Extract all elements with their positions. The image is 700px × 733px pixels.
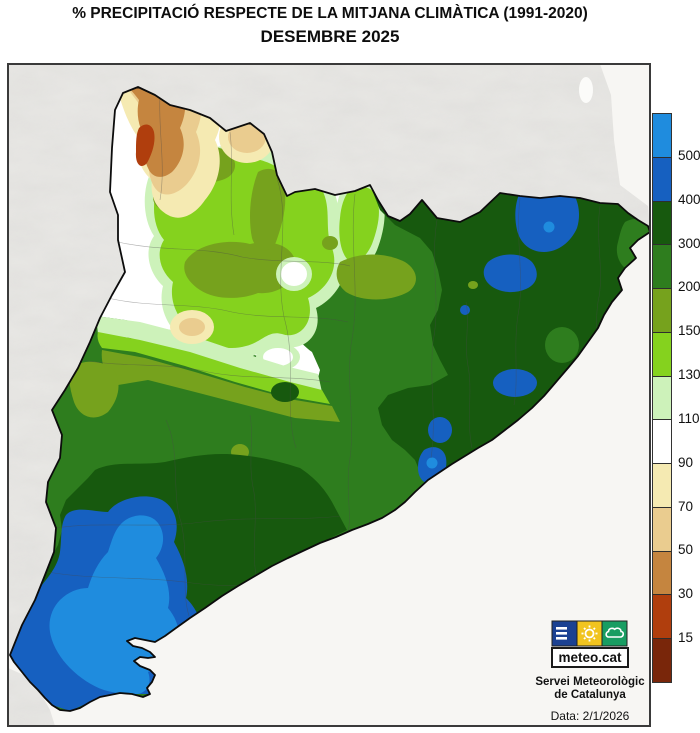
contour-region xyxy=(426,457,438,469)
contour-region xyxy=(543,221,555,233)
legend-cell xyxy=(653,201,671,246)
contour-region xyxy=(271,382,299,402)
legend-cell xyxy=(653,420,671,465)
outer-terrain xyxy=(8,64,650,726)
comarca-borders xyxy=(47,94,601,617)
contour-region xyxy=(336,254,416,300)
credits: Servei Meteorològic de Catalunya Data: 2… xyxy=(503,676,677,723)
contour-region xyxy=(370,185,650,480)
sun-icon xyxy=(576,620,603,647)
legend-cell xyxy=(653,289,671,333)
legend-label: 130 xyxy=(678,367,700,383)
legend-cell xyxy=(653,157,671,202)
contour-region xyxy=(483,254,537,293)
contour-region xyxy=(135,124,155,166)
contour-region xyxy=(101,350,340,422)
legend-label: 110 xyxy=(678,410,700,426)
contour-region xyxy=(460,305,470,315)
contour-region xyxy=(515,186,580,252)
contour-region xyxy=(493,369,537,397)
legend-label: 400 xyxy=(678,191,700,207)
contour-region xyxy=(97,332,330,404)
contour-region xyxy=(322,236,338,250)
reservoir xyxy=(579,77,593,103)
contour-region xyxy=(468,281,478,289)
legend-labels: 500 400 300 200 150 130 110 90 70 50 30 15 xyxy=(678,113,700,683)
legend-bar xyxy=(652,113,672,683)
legend-label: 500 xyxy=(678,147,700,163)
legend-label: 50 xyxy=(678,542,694,558)
map-area xyxy=(8,64,650,726)
legend-label: 70 xyxy=(678,498,694,514)
title-line1: % PRECIPITACIÓ RESPECTE DE LA MITJANA CL… xyxy=(72,5,588,22)
contour-region xyxy=(179,318,205,336)
legend-cell xyxy=(653,595,671,640)
legend-label: 90 xyxy=(678,454,694,470)
legend-cell xyxy=(653,114,671,158)
meteocat-wordmark: meteo.cat xyxy=(551,647,629,668)
logo-tiles xyxy=(551,620,628,647)
credits-line1: Servei Meteorològic xyxy=(535,676,645,688)
contour-region xyxy=(428,417,452,443)
contour-region xyxy=(339,187,379,263)
legend-label: 15 xyxy=(678,630,694,646)
title-line2: DESEMBRE 2025 xyxy=(260,27,400,46)
contour-region xyxy=(125,87,186,177)
legend-label: 200 xyxy=(678,279,700,295)
contour-region xyxy=(281,262,307,286)
legend-cell xyxy=(653,551,671,596)
legend-label: 300 xyxy=(678,235,700,251)
contour-region xyxy=(69,361,119,418)
meteocat-logo: meteo.cat xyxy=(543,620,637,668)
legend-cell xyxy=(653,332,671,377)
contour-region xyxy=(96,316,322,392)
contour-region xyxy=(545,327,579,363)
legend-label: 150 xyxy=(678,323,700,339)
legend-cell xyxy=(653,245,671,290)
legend-label: 30 xyxy=(678,586,694,602)
legend-cell xyxy=(653,376,671,421)
date-label: Data: 2/1/2026 xyxy=(550,709,630,723)
legend-cell xyxy=(653,639,671,682)
contour-region xyxy=(250,168,286,251)
contour-region xyxy=(184,241,296,298)
catalonia-outline xyxy=(9,86,650,712)
page-title: % PRECIPITACIÓ RESPECTE DE LA MITJANA CL… xyxy=(0,5,660,47)
map-frame xyxy=(7,63,651,727)
legend-cell xyxy=(653,464,671,508)
legend-cell xyxy=(653,507,671,552)
credits-line2: de Catalunya xyxy=(554,689,626,701)
